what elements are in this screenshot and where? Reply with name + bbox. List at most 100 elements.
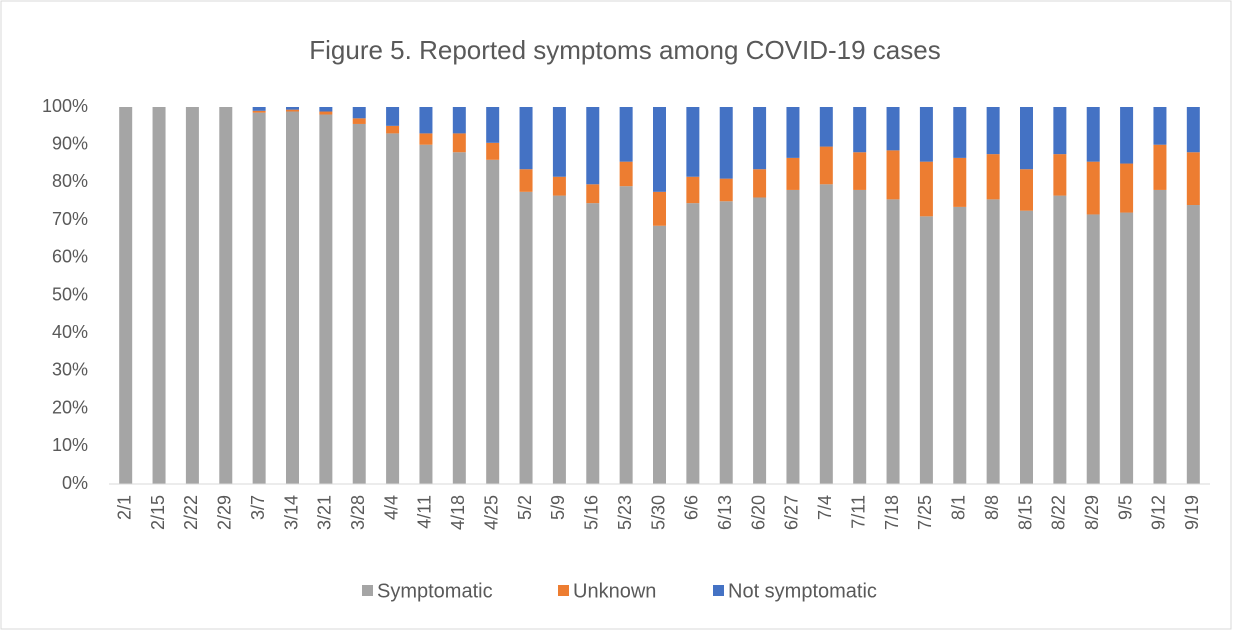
x-tick-label: 6/6 (682, 495, 702, 520)
x-tick-label: 3/14 (281, 495, 301, 530)
bar-segment (386, 133, 400, 484)
bar-segment (1020, 107, 1033, 170)
bar-segment (686, 176, 700, 204)
bar-segment (919, 161, 933, 217)
x-tick-label: 5/9 (548, 495, 568, 520)
x-tick-label: 3/28 (348, 495, 368, 530)
bar-segment (819, 146, 833, 185)
bar-segment (519, 191, 533, 484)
bar-segment (1086, 107, 1100, 162)
y-tick-label: 60% (52, 247, 88, 267)
bar-segment (619, 186, 633, 485)
bar-segment (486, 142, 500, 160)
bar-segment (1053, 107, 1067, 155)
bar-segment (386, 107, 400, 126)
y-tick-label: 0% (62, 473, 88, 493)
bar-segment (219, 107, 233, 484)
bar-segment (452, 152, 466, 485)
bar-segment (352, 118, 366, 124)
x-tick-label: 8/29 (1082, 495, 1102, 530)
bar-segment (486, 159, 500, 484)
bar-segment (185, 107, 199, 484)
bar-segment (753, 169, 767, 198)
legend-label: Unknown (573, 580, 656, 602)
bar-segment (919, 107, 933, 162)
bar-segment (319, 114, 333, 484)
legend-swatch (362, 585, 373, 596)
bar-segment (252, 107, 266, 111)
bar-segment (919, 216, 933, 484)
bar-segment (953, 206, 967, 484)
bar-segment (419, 133, 433, 145)
bar-segment (1053, 195, 1067, 484)
bar-segment (1153, 144, 1167, 190)
bar-segment (686, 203, 700, 484)
bar-segment (1020, 210, 1033, 485)
x-tick-label: 5/30 (648, 495, 668, 530)
x-tick-label: 8/15 (1015, 495, 1035, 530)
bar-segment (853, 107, 867, 153)
x-tick-label: 6/20 (748, 495, 768, 530)
x-tick-label: 2/22 (181, 495, 201, 530)
bar-segment (286, 107, 299, 110)
bar-segment (486, 107, 500, 143)
bar-segment (1186, 205, 1200, 484)
x-tick-label: 2/29 (215, 495, 235, 530)
bar-segment (319, 111, 333, 115)
bar-segment (586, 203, 600, 484)
x-tick-label: 6/27 (782, 495, 802, 530)
bar-segment (552, 176, 566, 196)
bar-segment (252, 112, 266, 484)
x-tick-label: 9/5 (1115, 495, 1135, 520)
x-tick-label: 4/18 (448, 495, 468, 530)
bar-segment (1086, 214, 1100, 484)
x-tick-label: 2/1 (114, 495, 134, 520)
y-tick-label: 50% (52, 284, 88, 304)
x-tick-label: 3/7 (248, 495, 268, 520)
y-tick-label: 10% (52, 435, 88, 455)
bar-segment (886, 150, 900, 200)
bar-segment (719, 107, 733, 179)
bar-segment (619, 107, 633, 162)
y-tick-label: 30% (52, 360, 88, 380)
bar-segment (286, 109, 299, 112)
bar-segment (419, 144, 433, 484)
x-tick-label: 8/8 (982, 495, 1002, 520)
y-tick-label: 40% (52, 322, 88, 342)
bar-segment (619, 161, 633, 187)
x-tick-label: 7/18 (882, 495, 902, 530)
y-tick-label: 100% (42, 96, 88, 116)
bar-segment (819, 184, 833, 484)
bar-segment (586, 184, 600, 204)
bar-segment (653, 191, 666, 226)
bar-segment (719, 178, 733, 202)
x-tick-label: 4/4 (381, 495, 401, 520)
x-tick-label: 7/4 (815, 495, 835, 520)
x-tick-label: 4/11 (415, 495, 435, 529)
bar-segment (719, 201, 733, 484)
bar-segment (886, 199, 900, 485)
bar-segment (1120, 163, 1134, 213)
bar-segment (1186, 152, 1200, 206)
x-tick-label: 7/11 (848, 495, 868, 529)
bar-segment (252, 110, 266, 113)
bar-segment (1153, 189, 1167, 484)
bar-segment (1120, 107, 1134, 164)
bar-segment (853, 152, 867, 190)
bar-segment (786, 189, 800, 484)
bar-segment (986, 154, 1000, 200)
legend-swatch (713, 585, 724, 596)
bar-segment (753, 107, 767, 170)
x-tick-label: 7/25 (915, 495, 935, 530)
bar-segment (1086, 161, 1100, 215)
bar-segment (452, 107, 466, 134)
bar-segment (819, 107, 833, 147)
bar-segment (686, 107, 700, 177)
bar-segment (786, 157, 800, 190)
bar-segment (552, 107, 566, 177)
bar-segment (352, 107, 366, 119)
bar-segment (319, 107, 333, 112)
bar-segment (452, 133, 466, 153)
